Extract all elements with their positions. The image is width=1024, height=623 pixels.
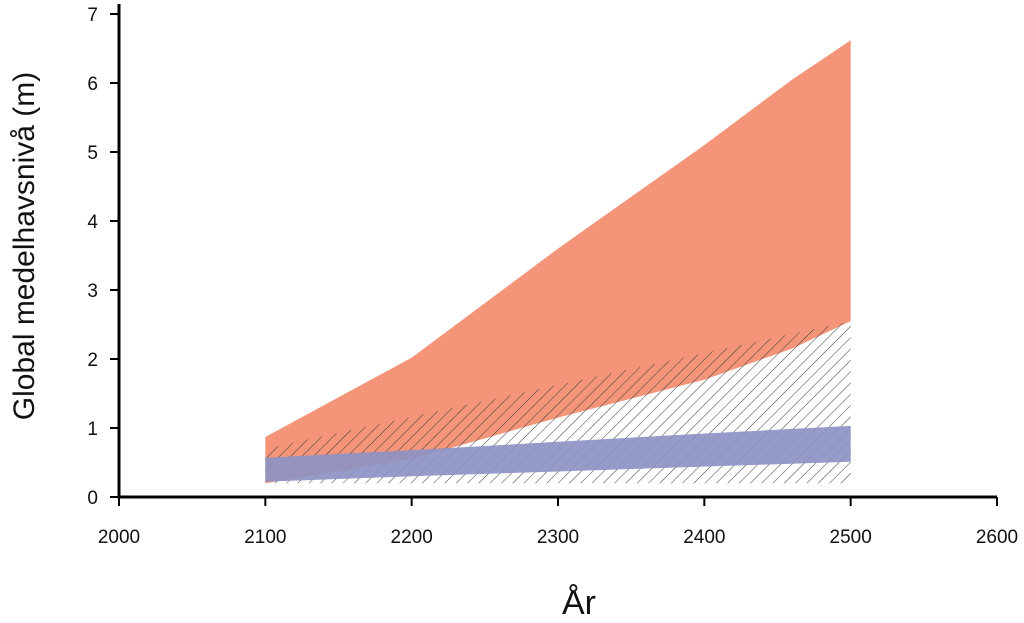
x-tick-label: 2100 <box>244 527 286 548</box>
x-tick-label: 2300 <box>537 527 579 548</box>
x-tick-label: 2200 <box>391 527 433 548</box>
y-tick-label: 7 <box>87 5 98 26</box>
y-tick-label: 2 <box>87 350 98 371</box>
x-tick-label: 2500 <box>830 527 872 548</box>
y-axis-title: Global medelhavsnivå (m) <box>8 72 41 420</box>
y-tick-label: 0 <box>87 488 98 509</box>
y-tick-label: 5 <box>87 143 98 164</box>
area-series-3 <box>265 425 851 482</box>
y-ticks: 0 1 2 3 4 5 6 7 <box>87 5 119 509</box>
y-tick-label: 3 <box>87 281 98 302</box>
x-ticks: 2000 2100 2200 2300 2400 2500 2600 <box>98 497 1018 548</box>
x-tick-label: 2600 <box>976 527 1018 548</box>
y-tick-label: 4 <box>87 212 98 233</box>
y-tick-label: 1 <box>87 419 98 440</box>
x-tick-label: 2000 <box>98 527 140 548</box>
x-axis-title: År <box>562 584 596 622</box>
x-tick-label: 2400 <box>683 527 725 548</box>
y-tick-label: 6 <box>87 74 98 95</box>
plot-areas <box>265 40 851 484</box>
